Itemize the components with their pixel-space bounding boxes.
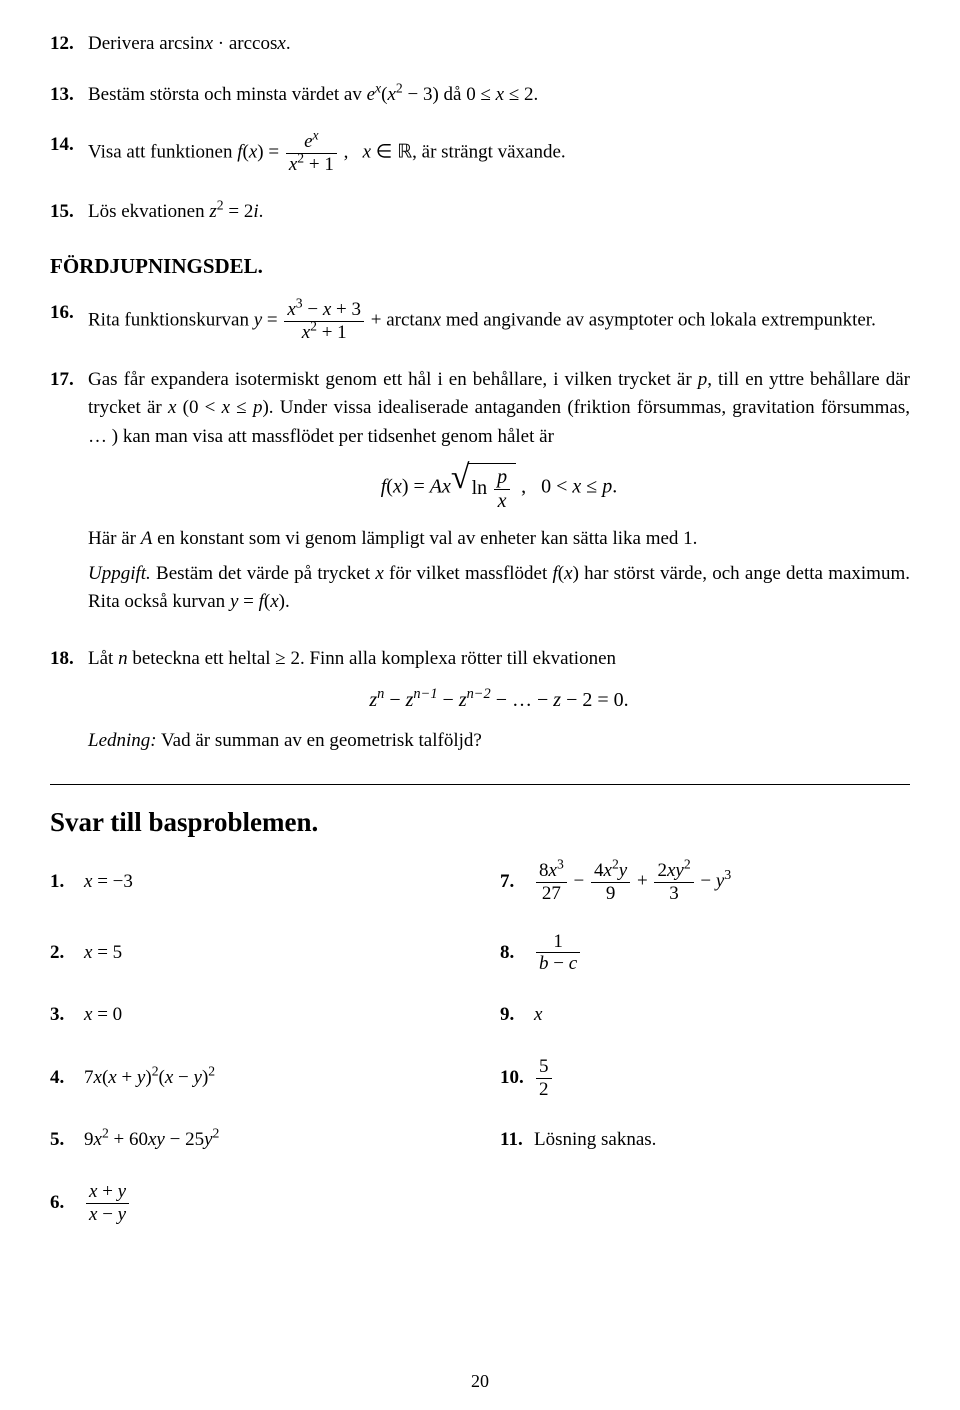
answer-body: x = 5	[84, 939, 460, 968]
answer-body: x = 0	[84, 1001, 460, 1030]
problem-body: Derivera arcsinx · arccosx.	[88, 30, 910, 59]
answer-7: 7. 8x327 − 4x2y9 + 2xy23 − y3	[500, 860, 910, 905]
answer-number: 5.	[50, 1126, 84, 1155]
problem-14: 14. Visa att funktionen f(x) = exx2 + 1 …	[50, 131, 910, 176]
problem-body: Gas får expandera isotermiskt genom ett …	[88, 366, 910, 623]
problem-17: 17. Gas får expandera isotermiskt genom …	[50, 366, 910, 623]
page-number: 20	[0, 1371, 960, 1392]
problem-expr: arcsinx · arccosx.	[159, 33, 290, 54]
section-heading-fordjupning: FÖRDJUPNINGSDEL.	[50, 254, 910, 279]
answer-body: x = −3	[84, 868, 460, 897]
problem-number: 16.	[50, 299, 88, 344]
answer-body: 8x327 − 4x2y9 + 2xy23 − y3	[534, 860, 910, 905]
answer-11: 11. Lösning saknas.	[500, 1126, 910, 1155]
problem-body: Rita funktionskurvan y = x3 − x + 3x2 + …	[88, 299, 910, 344]
answer-body: 1b − c	[534, 931, 910, 976]
answer-body: 9x2 + 60xy − 25y2	[84, 1126, 460, 1155]
answer-1: 1. x = −3	[50, 868, 460, 897]
answer-number: 3.	[50, 1001, 84, 1030]
problem-body: Visa att funktionen f(x) = exx2 + 1 , x …	[88, 131, 910, 176]
display-equation: f(x) = Ax√ln px , 0 < x ≤ p.	[88, 463, 910, 513]
problem-para: Här är A en konstant som vi genom lämpli…	[88, 525, 910, 554]
problem-number: 18.	[50, 645, 88, 762]
answer-body: x + yx − y	[84, 1181, 460, 1226]
problem-body: Bestäm största och minsta värdet av ex(x…	[88, 81, 910, 110]
answer-body: x	[534, 1001, 910, 1030]
answer-6: 6. x + yx − y	[50, 1181, 460, 1226]
answer-8: 8. 1b − c	[500, 931, 910, 976]
problem-12: 12. Derivera arcsinx · arccosx.	[50, 30, 910, 59]
hint-label: Ledning:	[88, 730, 157, 751]
answer-number: 9.	[500, 1001, 534, 1030]
display-equation: zn − zn−1 − zn−2 − … − z − 2 = 0.	[88, 685, 910, 715]
problem-15: 15. Lös ekvationen z2 = 2i.	[50, 198, 910, 227]
problem-number: 15.	[50, 198, 88, 227]
answer-body: 52	[534, 1056, 910, 1101]
problem-body: Lös ekvationen z2 = 2i.	[88, 198, 910, 227]
answer-9: 9. x	[500, 1001, 910, 1030]
problem-number: 13.	[50, 81, 88, 110]
answer-number: 1.	[50, 868, 84, 897]
answer-number: 6.	[50, 1189, 84, 1218]
answer-number: 2.	[50, 939, 84, 968]
answer-number: 11.	[500, 1126, 534, 1155]
problem-18: 18. Låt n beteckna ett heltal ≥ 2. Finn …	[50, 645, 910, 762]
divider	[50, 784, 910, 785]
problem-number: 14.	[50, 131, 88, 176]
problem-13: 13. Bestäm största och minsta värdet av …	[50, 81, 910, 110]
problem-number: 17.	[50, 366, 88, 623]
answers-grid: 1. x = −3 7. 8x327 − 4x2y9 + 2xy23 − y3 …	[50, 860, 910, 1226]
problem-para: Låt n beteckna ett heltal ≥ 2. Finn alla…	[88, 645, 910, 674]
problem-body: Låt n beteckna ett heltal ≥ 2. Finn alla…	[88, 645, 910, 762]
hint: Ledning: Vad är summan av en geometrisk …	[88, 727, 910, 756]
answer-4: 4. 7x(x + y)2(x − y)2	[50, 1064, 460, 1093]
problem-text: Derivera	[88, 33, 159, 54]
answer-body: 7x(x + y)2(x − y)2	[84, 1064, 460, 1093]
answer-number: 4.	[50, 1064, 84, 1093]
problem-para: Uppgift. Bestäm det värde på trycket x f…	[88, 560, 910, 617]
answer-5: 5. 9x2 + 60xy − 25y2	[50, 1126, 460, 1155]
problem-number: 12.	[50, 30, 88, 59]
answer-body: Lösning saknas.	[534, 1126, 910, 1155]
hint-text: Vad är summan av en geometrisk talföljd?	[157, 730, 482, 751]
answer-2: 2. x = 5	[50, 939, 460, 968]
answer-3: 3. x = 0	[50, 1001, 460, 1030]
answer-number: 10.	[500, 1064, 534, 1093]
answer-number: 7.	[500, 868, 534, 897]
answers-heading: Svar till basproblemen.	[50, 807, 910, 838]
problem-para: Gas får expandera isotermiskt genom ett …	[88, 366, 910, 452]
answer-10: 10. 52	[500, 1056, 910, 1101]
answer-number: 8.	[500, 939, 534, 968]
page: 12. Derivera arcsinx · arccosx. 13. Best…	[0, 0, 960, 1410]
problem-16: 16. Rita funktionskurvan y = x3 − x + 3x…	[50, 299, 910, 344]
